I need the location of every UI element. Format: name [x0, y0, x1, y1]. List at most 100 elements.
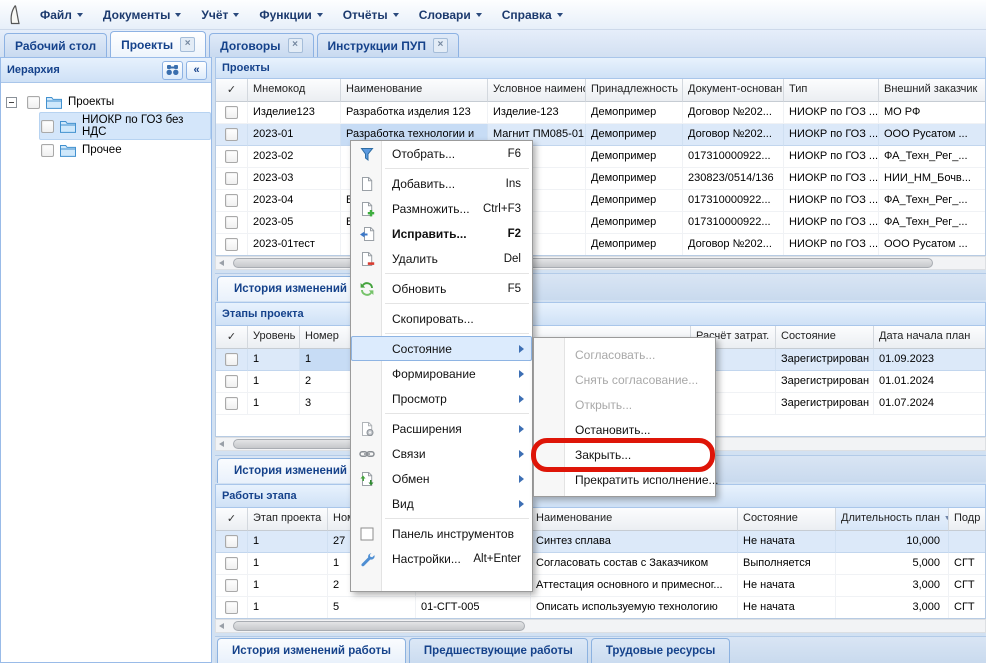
- column-header[interactable]: Внешний заказчик: [879, 79, 985, 102]
- row-checkbox[interactable]: [225, 375, 238, 388]
- column-header[interactable]: Мнемокод: [248, 79, 341, 102]
- menu-item-label: Удалить: [392, 251, 438, 266]
- menubar-item[interactable]: Документы: [93, 5, 191, 25]
- main-tab[interactable]: Рабочий стол: [4, 33, 108, 57]
- row-checkbox[interactable]: [225, 238, 238, 251]
- context-menu-item[interactable]: Расширения: [351, 416, 532, 441]
- close-icon[interactable]: ×: [432, 38, 448, 53]
- context-menu-item[interactable]: Исправить... F2: [351, 221, 532, 246]
- context-menu-item[interactable]: Панель инструментов: [351, 521, 532, 546]
- column-header[interactable]: Состояние: [776, 326, 874, 349]
- column-header[interactable]: Наименование: [531, 508, 738, 531]
- row-checkbox[interactable]: [225, 557, 238, 570]
- context-menu-item[interactable]: Удалить Del: [351, 246, 532, 271]
- context-menu-item[interactable]: Связи: [351, 441, 532, 466]
- menubar-item[interactable]: Файл: [30, 5, 93, 25]
- context-menu-item[interactable]: Добавить... Ins: [351, 171, 532, 196]
- column-header[interactable]: Тип: [784, 79, 879, 102]
- row-checkbox[interactable]: [225, 601, 238, 614]
- scroll-left-arrow-icon[interactable]: [219, 441, 224, 447]
- menubar-item[interactable]: Функции: [249, 5, 332, 25]
- row-checkbox[interactable]: [225, 216, 238, 229]
- table-row[interactable]: 1 27 Синтез сплава Не начата 10,000: [216, 531, 985, 553]
- context-menu-item[interactable]: Отобрать... F6: [351, 141, 532, 166]
- main-tab[interactable]: Инструкции ПУП ×: [316, 33, 459, 57]
- row-checkbox[interactable]: [225, 150, 238, 163]
- context-menu-item[interactable]: Размножить... Ctrl+F3: [351, 196, 532, 221]
- scrollbar-thumb[interactable]: [233, 621, 525, 631]
- menubar-item[interactable]: Учёт: [191, 5, 249, 25]
- context-menu-item[interactable]: Формирование: [351, 361, 532, 386]
- submenu-item[interactable]: Прекратить исполнение...: [534, 467, 719, 492]
- page-gear-icon: [359, 421, 375, 437]
- bottom-tab[interactable]: История изменений работы: [217, 638, 406, 663]
- table-row[interactable]: 2023-02Выпа-ЭМСДемопример017310000922...…: [216, 146, 985, 168]
- row-checkbox[interactable]: [225, 172, 238, 185]
- scrollbar-thumb[interactable]: [233, 258, 933, 268]
- column-header[interactable]: Наименование: [341, 79, 488, 102]
- column-header[interactable]: ✓: [216, 508, 248, 531]
- table-row[interactable]: 2023-01тестРазрй маг...ДемопримерДоговор…: [216, 234, 985, 255]
- row-checkbox[interactable]: [225, 353, 238, 366]
- row-checkbox[interactable]: [225, 579, 238, 592]
- table-row[interactable]: 2023-03Разр23/269Демопример230823/0514/1…: [216, 168, 985, 190]
- context-menu-item[interactable]: Вид: [351, 491, 532, 516]
- table-row[interactable]: 2023-04ВыпДемопример017310000922...НИОКР…: [216, 190, 985, 212]
- row-checkbox[interactable]: [225, 194, 238, 207]
- row-checkbox[interactable]: [225, 106, 238, 119]
- menubar-item[interactable]: Отчёты: [333, 5, 409, 25]
- bottom-tab[interactable]: Предшествующие работы: [408, 638, 588, 663]
- table-row[interactable]: 2023-01 Разработка технологии и Магнит ПМ0…: [216, 124, 985, 146]
- submenu-item[interactable]: Закрыть...: [534, 442, 715, 467]
- tree-checkbox[interactable]: [27, 95, 40, 109]
- scroll-left-arrow-icon[interactable]: [219, 623, 224, 629]
- column-header[interactable]: Принадлежность: [586, 79, 683, 102]
- horizontal-scrollbar[interactable]: [215, 256, 986, 270]
- table-row[interactable]: 1 5 01-СГТ-005 Описать используемую техноло…: [216, 597, 985, 618]
- collapse-expander-icon[interactable]: [6, 96, 17, 108]
- row-checkbox[interactable]: [225, 397, 238, 410]
- main-tab[interactable]: Проекты ×: [110, 31, 207, 57]
- context-menu-item[interactable]: Просмотр: [351, 386, 532, 411]
- tree-node[interactable]: НИОКР по ГОЗ без НДС: [1, 112, 211, 140]
- context-menu-item[interactable]: Обмен: [351, 466, 532, 491]
- close-icon[interactable]: ×: [287, 38, 303, 53]
- column-header[interactable]: Документ-основан: [683, 79, 784, 102]
- context-menu-item[interactable]: Состояние: [351, 336, 532, 361]
- column-header[interactable]: Длительность план ▼: [836, 508, 949, 531]
- scroll-left-arrow-icon[interactable]: [219, 260, 224, 266]
- close-icon[interactable]: ×: [180, 37, 196, 52]
- row-checkbox[interactable]: [225, 128, 238, 141]
- submenu-item[interactable]: Остановить...: [534, 417, 715, 442]
- main-tab[interactable]: Договоры ×: [209, 33, 314, 57]
- table-row[interactable]: Изделие123 Разработка изделия 123 Изделие-…: [216, 102, 985, 124]
- context-menu-item[interactable]: Настройки... Alt+Enter: [351, 546, 532, 571]
- column-header[interactable]: Номер: [300, 326, 362, 349]
- bottom-tab[interactable]: Трудовые ресурсы: [590, 638, 731, 663]
- tree-node[interactable]: Проекты: [1, 90, 211, 114]
- projects-panel-title: Проекты: [215, 57, 986, 79]
- table-row[interactable]: 2023-05ВыпДемопример017310000922...НИОКР…: [216, 212, 985, 234]
- tree-node[interactable]: Прочее: [1, 138, 211, 162]
- column-header[interactable]: Дата начала план: [874, 326, 985, 349]
- table-row[interactable]: 1 2 Аттестация основного и примесног... Не …: [216, 575, 985, 597]
- column-header[interactable]: Условное наименова: [488, 79, 586, 102]
- collapse-panel-icon[interactable]: «: [186, 60, 207, 80]
- table-row[interactable]: 1 1 Согласовать состав с Заказчиком Выполня…: [216, 553, 985, 575]
- column-header-label: Дата начала план: [879, 330, 971, 342]
- column-header[interactable]: Этап проекта: [248, 508, 328, 531]
- tree-checkbox[interactable]: [41, 119, 54, 133]
- menubar-item[interactable]: Словари: [409, 5, 492, 25]
- column-header[interactable]: Подр: [949, 508, 985, 531]
- tree-checkbox[interactable]: [41, 143, 54, 157]
- column-header[interactable]: ✓: [216, 326, 248, 349]
- menubar-item[interactable]: Справка: [492, 5, 573, 25]
- column-header[interactable]: ✓: [216, 79, 248, 102]
- row-checkbox[interactable]: [225, 535, 238, 548]
- horizontal-scrollbar[interactable]: [215, 619, 986, 633]
- search-icon[interactable]: [162, 60, 183, 80]
- context-menu-item[interactable]: Обновить F5: [351, 276, 532, 301]
- context-menu-item[interactable]: Скопировать...: [351, 306, 532, 331]
- column-header[interactable]: Уровень: [248, 326, 300, 349]
- column-header[interactable]: Состояние: [738, 508, 836, 531]
